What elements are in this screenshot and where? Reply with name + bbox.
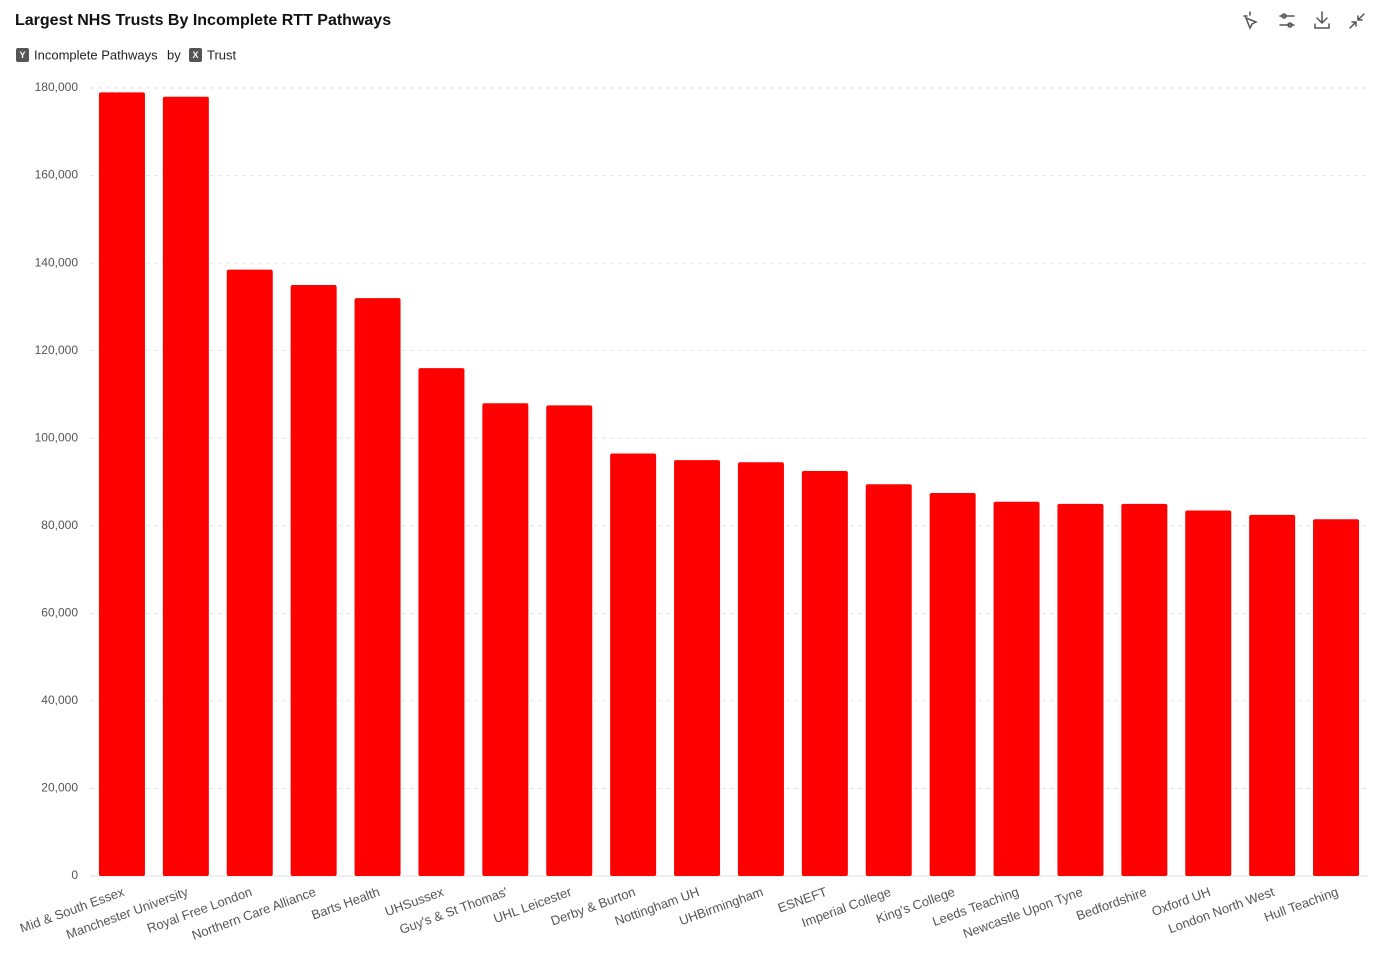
y-tick-label: 160,000 [35, 168, 79, 182]
bar [993, 501, 1040, 876]
y-badge: Y [19, 50, 25, 60]
settings-icon[interactable] [1279, 13, 1295, 28]
y-tick-label: 40,000 [41, 693, 78, 707]
bar [1313, 519, 1360, 876]
x-badge: X [192, 50, 198, 60]
by-text: by [167, 47, 181, 62]
bar [1121, 503, 1168, 876]
toolbar [1243, 11, 1365, 30]
badge [189, 48, 202, 62]
y-field: Incomplete Pathways [34, 47, 158, 62]
y-tick-label: 0 [71, 868, 78, 882]
bar [737, 462, 784, 876]
bar [162, 96, 209, 876]
x-tick-label: Hull Teaching [1262, 884, 1340, 925]
y-tick-label: 140,000 [35, 255, 79, 269]
y-tick-label: 120,000 [35, 343, 79, 357]
bar [98, 92, 145, 876]
bar [1185, 510, 1232, 876]
x-field: Trust [207, 47, 237, 62]
x-tick-label: London North West [1166, 884, 1277, 936]
bar [801, 471, 848, 876]
bar [482, 403, 529, 876]
bar [1057, 503, 1104, 876]
bar [610, 453, 657, 876]
chart-title: Largest NHS Trusts By Incomplete RTT Pat… [15, 12, 391, 29]
download-icon[interactable] [1314, 11, 1330, 29]
x-tick-label: Bedfordshire [1074, 884, 1148, 923]
bar [418, 368, 465, 876]
bar [674, 460, 721, 876]
bar [929, 492, 976, 876]
bar [546, 405, 593, 876]
y-tick-label: 80,000 [41, 518, 78, 532]
y-tick-label: 180,000 [35, 80, 79, 94]
bar [354, 298, 401, 877]
y-tick-label: 100,000 [35, 430, 79, 444]
badge [16, 48, 29, 62]
select-icon[interactable] [1243, 11, 1258, 30]
bar [1249, 514, 1296, 876]
x-tick-label: Barts Health [309, 884, 381, 923]
bar [226, 269, 273, 877]
bar [865, 484, 912, 876]
collapse-icon[interactable] [1349, 13, 1365, 29]
y-tick-label: 20,000 [41, 781, 78, 795]
y-tick-label: 60,000 [41, 606, 78, 620]
bar [290, 285, 337, 876]
